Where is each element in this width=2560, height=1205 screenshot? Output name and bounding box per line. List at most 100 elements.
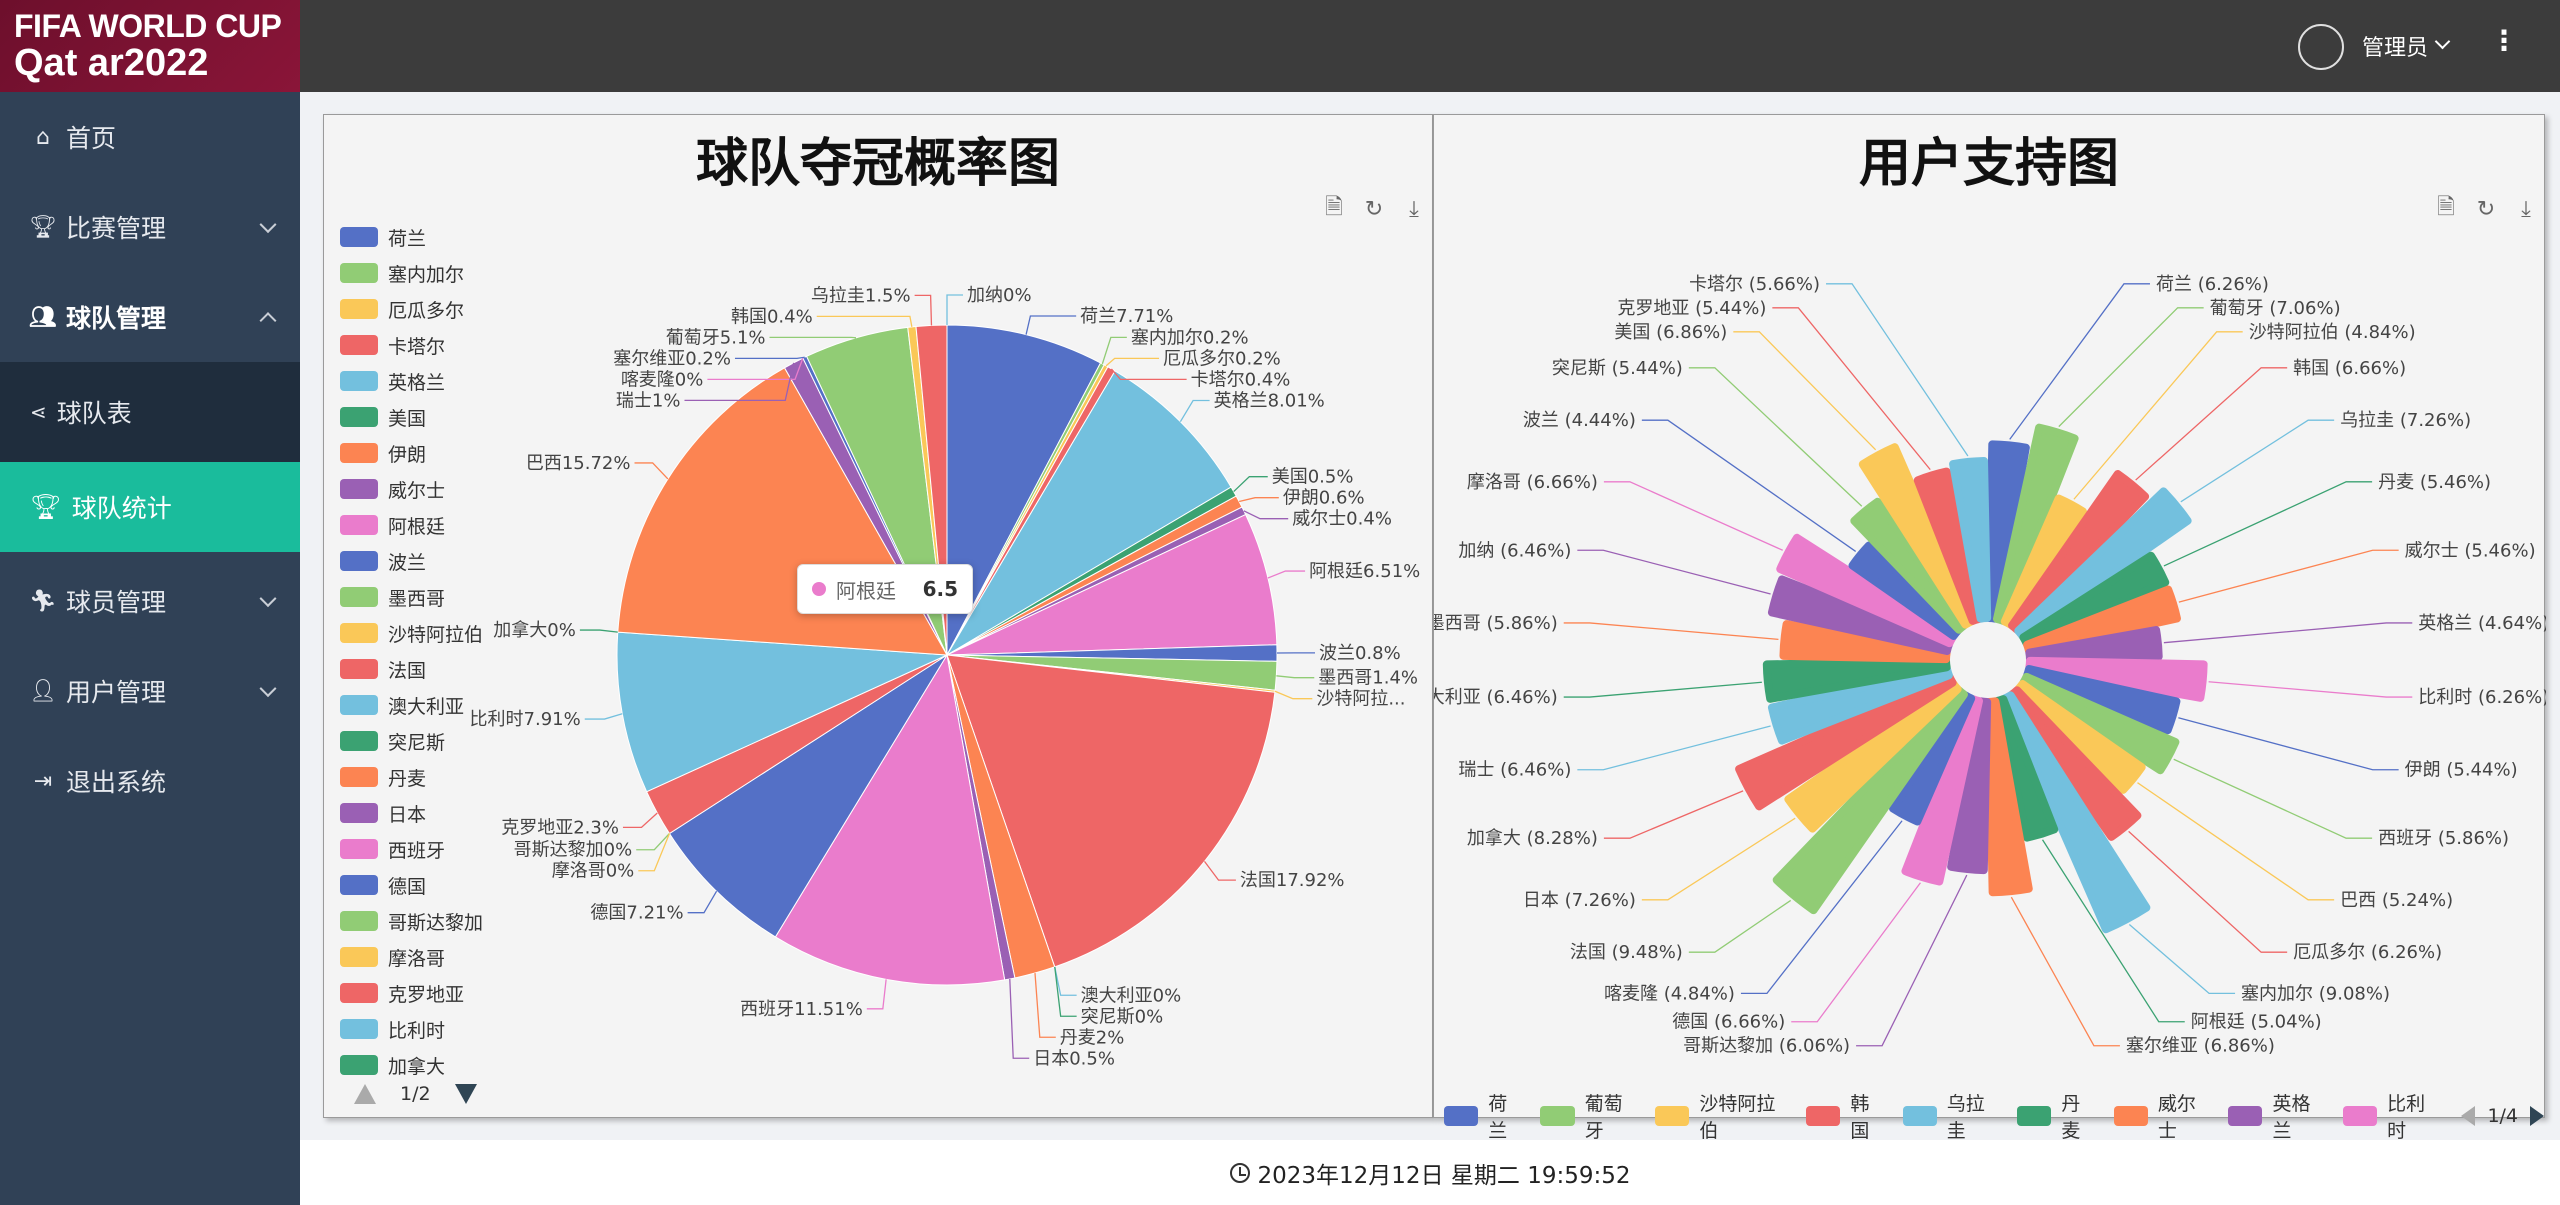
user-support-panel: 用户支持图 🗎 ↻ ⤓ 荷兰 (6.26%) 葡萄牙 (7.06%) 沙特阿拉伯 (… bbox=[1433, 114, 2546, 1142]
legend-item[interactable]: 哥斯达黎加 bbox=[340, 903, 483, 939]
rose-leader-line bbox=[2180, 419, 2335, 503]
legend-swatch bbox=[340, 443, 378, 463]
menu-team-management[interactable]: 👥︎ 球队管理 bbox=[0, 272, 300, 362]
trophy-icon: 🏆︎ bbox=[29, 214, 57, 240]
clock-icon bbox=[1229, 1162, 1250, 1183]
legend-item[interactable]: 卡塔尔 bbox=[340, 327, 483, 363]
legend-label: 德国 bbox=[388, 875, 427, 898]
rose-leader-line bbox=[1563, 681, 1762, 698]
fifa-logo[interactable]: FIFA WORLD CUP Qat ar2022 bbox=[0, 0, 300, 92]
legend-item[interactable]: 摩洛哥 bbox=[340, 939, 483, 975]
username[interactable]: 管理员 bbox=[2362, 36, 2429, 61]
legend-item[interactable]: 厄瓜多尔 bbox=[340, 291, 483, 327]
rose-slice bbox=[2019, 672, 2180, 775]
pie-leader-line bbox=[638, 833, 671, 872]
page-up-icon[interactable] bbox=[354, 1084, 376, 1104]
rose-leader-line bbox=[2163, 622, 2413, 644]
legend-item[interactable]: 葡萄牙 bbox=[1540, 1089, 1639, 1143]
legend-swatch bbox=[340, 659, 378, 679]
pie-slice-label: 喀麦隆0% bbox=[621, 369, 704, 390]
rose-slice-label: 哥斯达黎加 (6.06%) bbox=[1683, 1036, 1850, 1057]
legend-item[interactable]: 西班牙 bbox=[340, 831, 483, 867]
legend-label: 葡萄牙 bbox=[1584, 1093, 1623, 1142]
avatar[interactable] bbox=[2298, 24, 2344, 70]
pie-leader-line bbox=[734, 356, 805, 360]
rose-leader-line bbox=[1641, 817, 1796, 901]
legend-item[interactable]: 美国 bbox=[340, 399, 483, 435]
pie-leader-line bbox=[866, 979, 887, 1010]
rose-leader-line bbox=[2135, 367, 2288, 481]
menu-home[interactable]: ⌂ 首页 bbox=[0, 92, 300, 182]
page-next-icon[interactable] bbox=[2530, 1106, 2545, 1126]
legend-item[interactable]: 突尼斯 bbox=[340, 723, 483, 759]
restore-icon[interactable]: ↻ bbox=[2476, 196, 2496, 222]
legend-item[interactable]: 澳大利亚 bbox=[340, 687, 483, 723]
legend-item[interactable]: 比利时 bbox=[340, 1011, 483, 1047]
rose-slice-label: 荷兰 (6.26%) bbox=[2156, 274, 2269, 295]
page-prev-icon[interactable] bbox=[2461, 1106, 2476, 1126]
legend-item[interactable]: 英格兰 bbox=[2228, 1089, 2327, 1143]
data-view-icon[interactable]: 🗎 bbox=[2437, 195, 2455, 220]
users-icon: 👥︎ bbox=[29, 304, 57, 330]
page-down-icon[interactable] bbox=[454, 1084, 477, 1104]
legend-item[interactable]: 丹麦 bbox=[340, 759, 483, 795]
legend-swatch bbox=[340, 839, 378, 859]
legend-item[interactable]: 日本 bbox=[340, 795, 483, 831]
legend-item[interactable]: 英格兰 bbox=[340, 363, 483, 399]
rose-slice bbox=[1984, 697, 2033, 897]
submenu-team-stats[interactable]: 🏆︎ 球队统计 bbox=[0, 462, 300, 552]
restore-icon[interactable]: ↻ bbox=[1364, 196, 1384, 222]
rose-slice bbox=[1858, 443, 1976, 629]
rose-slice bbox=[2023, 665, 2181, 735]
legend-item[interactable]: 荷兰 bbox=[340, 219, 483, 255]
legend-item[interactable]: 沙特阿拉伯 bbox=[1655, 1089, 1790, 1143]
chevron-down-icon bbox=[259, 216, 277, 234]
rose-slice-label: 瑞士 (6.46%) bbox=[1458, 760, 1571, 781]
rose-slice bbox=[1949, 457, 1992, 623]
legend-label: 韩国 bbox=[1850, 1093, 1870, 1142]
menu-user-management[interactable]: 👤︎ 用户管理 bbox=[0, 646, 300, 736]
legend-item[interactable]: 乌拉圭 bbox=[1902, 1089, 2002, 1143]
pie-leader-line bbox=[1110, 368, 1187, 381]
save-image-icon[interactable]: ⤓ bbox=[1409, 196, 1419, 222]
legend-item[interactable]: 丹麦 bbox=[2017, 1089, 2097, 1143]
data-view-icon[interactable]: 🗎 bbox=[1325, 195, 1343, 220]
menu-player-management[interactable]: 🏃︎ 球员管理 bbox=[0, 556, 300, 646]
legend-item[interactable]: 墨西哥 bbox=[340, 579, 483, 615]
pie-slice-label: 沙特阿拉... bbox=[1316, 689, 1405, 710]
legend-item[interactable]: 比利时 bbox=[2342, 1089, 2442, 1143]
rose-leader-line bbox=[2073, 331, 2243, 500]
menu-match-management[interactable]: 🏆︎ 比赛管理 bbox=[0, 182, 300, 272]
pie-slice bbox=[946, 324, 1102, 656]
legend-item[interactable]: 塞内加尔 bbox=[340, 255, 483, 291]
legend-item[interactable]: 沙特阿拉伯 bbox=[340, 615, 483, 651]
pie-slice-label: 西班牙11.51% bbox=[740, 999, 863, 1020]
legend-item[interactable]: 威尔士 bbox=[2113, 1089, 2213, 1143]
legend-item[interactable]: 阿根廷 bbox=[340, 507, 483, 543]
save-image-icon[interactable]: ⤓ bbox=[2521, 196, 2531, 222]
legend-item[interactable]: 威尔士 bbox=[340, 471, 483, 507]
legend-item[interactable]: 韩国 bbox=[1806, 1089, 1886, 1143]
legend-swatch bbox=[340, 227, 378, 247]
legend-swatch bbox=[340, 335, 378, 355]
legend-item[interactable]: 法国 bbox=[340, 651, 483, 687]
submenu-team-table[interactable]: ⋖ 球队表 bbox=[0, 362, 300, 462]
sidebar: FIFA WORLD CUP Qat ar2022 ⌂ 首页 🏆︎ 比赛管理 👥… bbox=[0, 0, 300, 1205]
rose-leader-line bbox=[2178, 549, 2399, 603]
rose-leader-line bbox=[1791, 882, 1921, 1023]
legend-swatch bbox=[1540, 1106, 1575, 1126]
rose-slice bbox=[1993, 423, 2079, 625]
legend-item[interactable]: 克罗地亚 bbox=[340, 975, 483, 1011]
pie-leader-line bbox=[816, 315, 913, 327]
menu-logout[interactable]: ⇥ 退出系统 bbox=[0, 736, 300, 826]
rose-slice-label: 突尼斯 (5.44%) bbox=[1552, 358, 1683, 379]
legend-item[interactable]: 德国 bbox=[340, 867, 483, 903]
more-vertical-icon[interactable]: ⋮ bbox=[2490, 24, 2518, 57]
rose-leader-line bbox=[1563, 622, 1779, 641]
legend-item[interactable]: 加拿大 bbox=[340, 1047, 483, 1083]
pie-leader-line bbox=[622, 812, 658, 829]
pie-slice-label: 墨西哥1.4% bbox=[1318, 668, 1418, 689]
legend-item[interactable]: 伊朗 bbox=[340, 435, 483, 471]
legend-item[interactable]: 波兰 bbox=[340, 543, 483, 579]
legend-item[interactable]: 荷兰 bbox=[1444, 1089, 1524, 1143]
